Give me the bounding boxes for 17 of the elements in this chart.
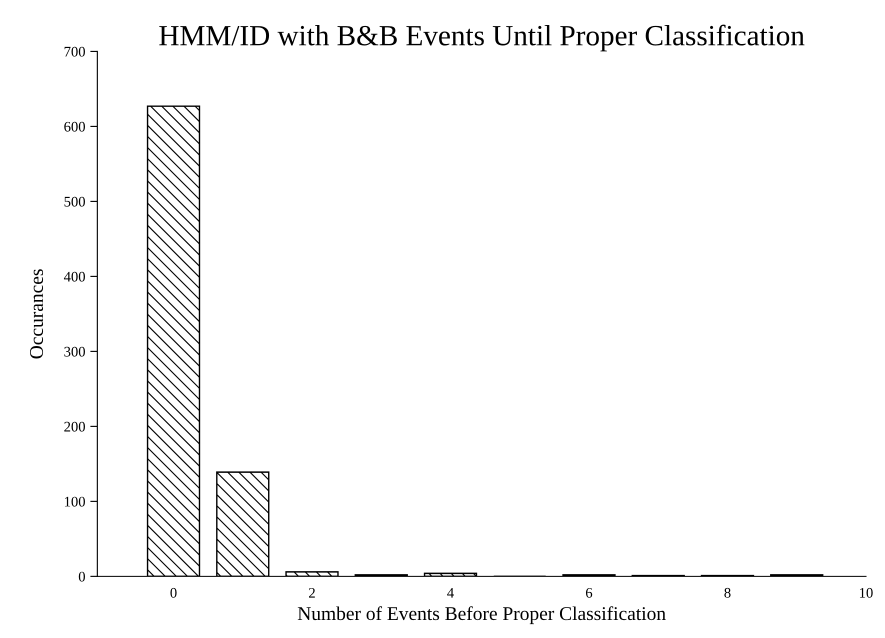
x-tick-label: 10 bbox=[860, 588, 873, 598]
y-tick-label: 400 bbox=[64, 272, 85, 282]
y-tick-label: 0 bbox=[78, 572, 85, 582]
y-tick-label: 500 bbox=[64, 196, 85, 207]
y-tick-label: 700 bbox=[64, 46, 85, 57]
x-tick-label: 4 bbox=[447, 588, 454, 598]
y-tick-label: 200 bbox=[64, 422, 85, 432]
x-tick-label: 8 bbox=[724, 588, 731, 598]
y-tick-label: 300 bbox=[64, 346, 85, 357]
chart-title: HMM/ID with B&B Events Until Proper Classification bbox=[159, 24, 804, 52]
x-tick-label: 0 bbox=[170, 588, 177, 598]
x-axis-title: Number of Events Before Proper Classification bbox=[298, 606, 666, 624]
y-tick-label: 600 bbox=[64, 122, 85, 132]
y-axis-title: Occurances bbox=[30, 269, 44, 358]
x-tick-label: 2 bbox=[309, 588, 315, 598]
x-tick-label: 6 bbox=[586, 588, 592, 598]
y-tick-label: 100 bbox=[64, 496, 85, 507]
